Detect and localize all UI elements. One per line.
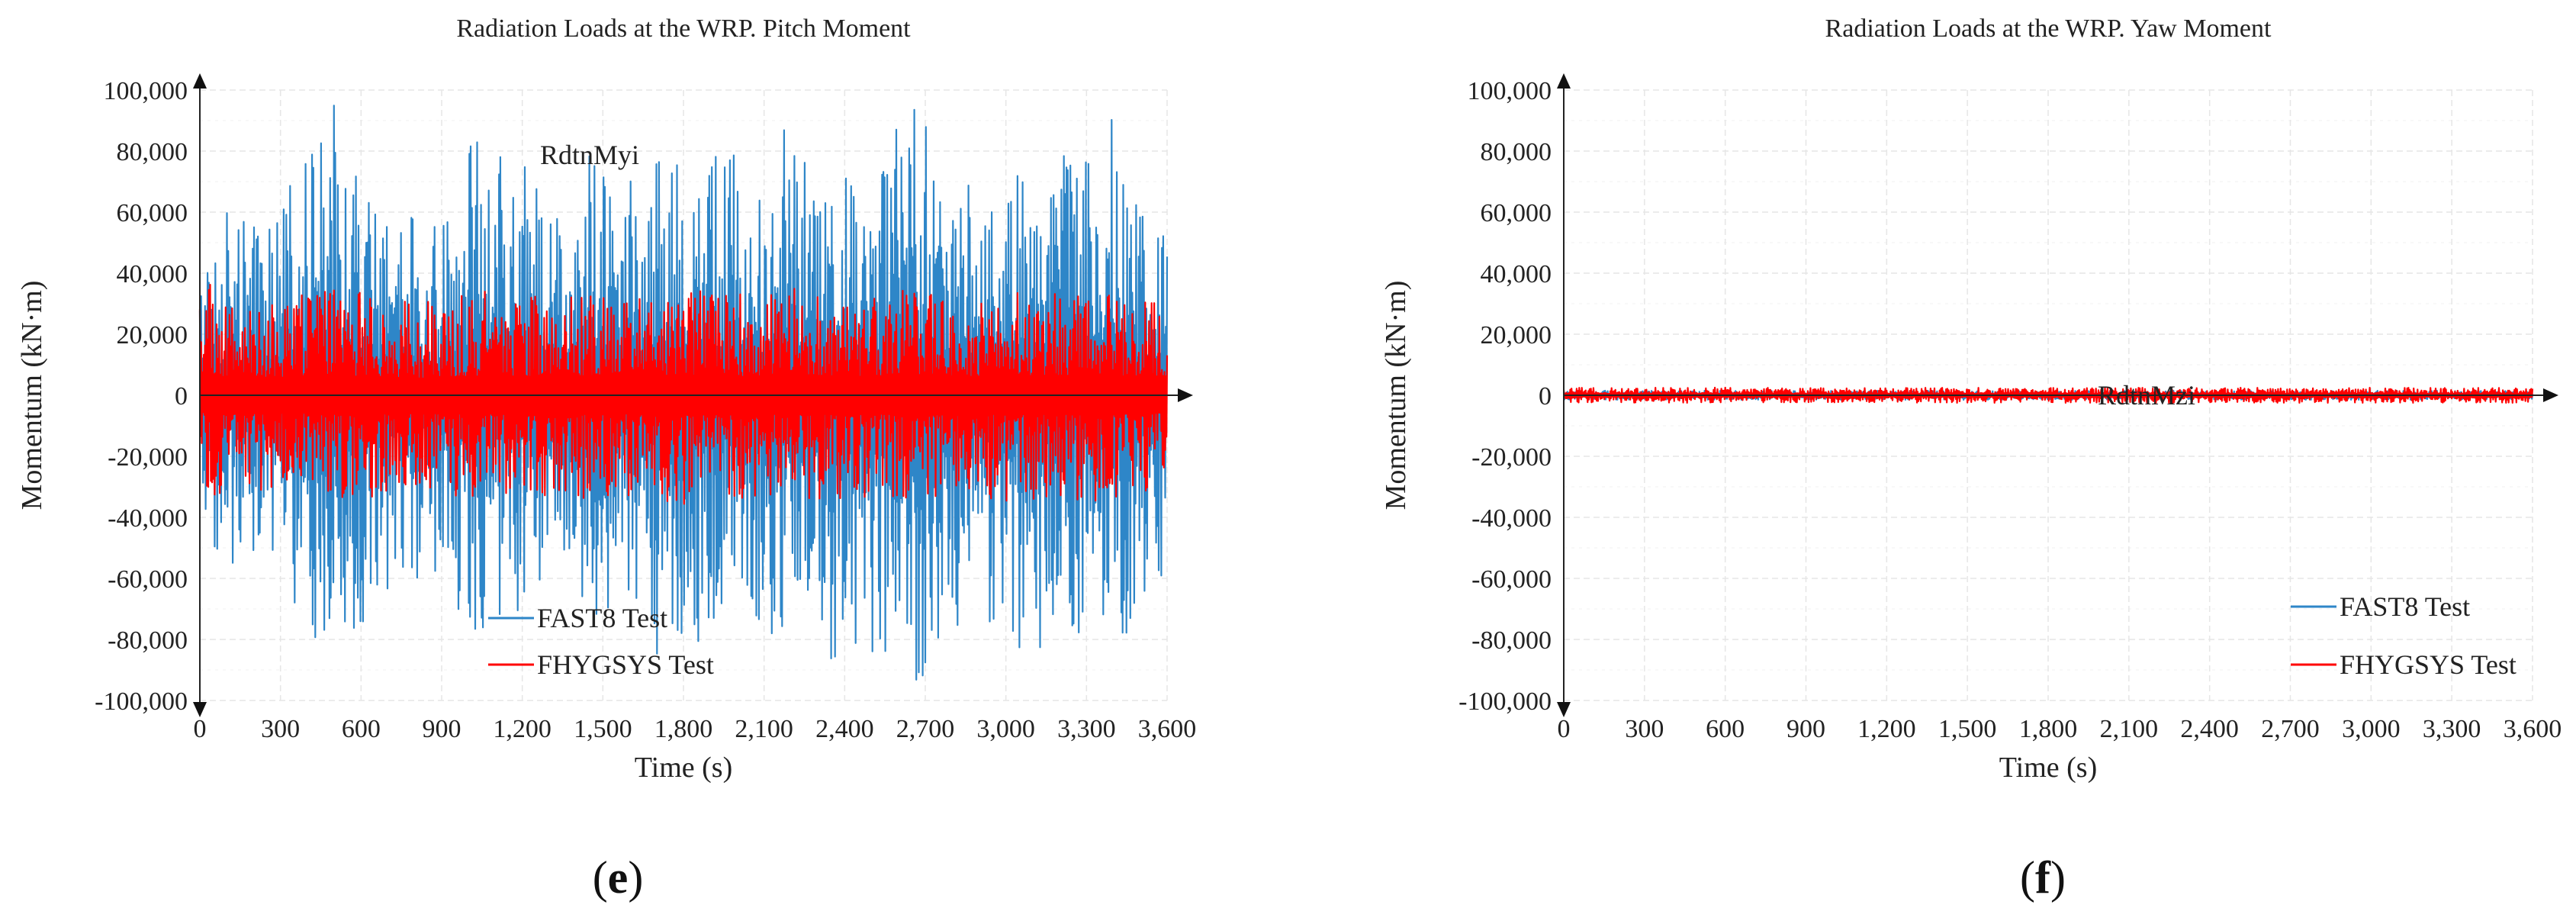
y-tick-label: 0 [175,382,188,411]
legend-label: FHYGSYS Test [537,649,714,680]
x-tick-label: 1,800 [654,715,713,743]
x-tick-label: 1,800 [2019,715,2078,743]
legend: FAST8 Test FHYGSYS Test [2291,591,2517,680]
series-annotation: RdtnMyi [540,140,639,170]
axes [193,73,1193,717]
x-tick-label: 300 [261,715,300,743]
x-axis-label: Time (s) [1999,752,2097,784]
x-tick-label: 1,500 [1938,715,1997,743]
panel-caption: (f) [2020,852,2066,903]
x-tick-label: 2,400 [2180,715,2239,743]
y-tick-label: 20,000 [117,321,188,349]
y-tick-label: -20,000 [108,443,188,472]
legend-label: FAST8 Test [2340,591,2470,622]
x-tick-label: 600 [342,715,381,743]
chart-panel-pitch: Radiation Loads at the WRP. Pitch Moment… [16,14,1196,903]
series-line-fhygsys-test [1562,386,2534,404]
x-tick-label: 3,600 [2504,715,2562,743]
x-tick-label: 600 [1706,715,1745,743]
x-axis-label: Time (s) [635,752,732,784]
y-axis-label: Momentum (kN·m) [1380,281,1412,510]
x-tick-label: 2,700 [896,715,955,743]
x-tick-label: 900 [423,715,461,743]
x-axis-arrow-right [1178,388,1193,402]
chart-title: Radiation Loads at the WRP. Yaw Moment [1825,14,2272,43]
y-tick-label: 60,000 [117,199,188,227]
x-tick-label: 3,000 [976,715,1035,743]
x-tick-label: 0 [194,715,207,743]
x-tick-label: 1,200 [493,715,552,743]
y-tick-label: 100,000 [104,77,188,105]
y-tick-label: 60,000 [1481,199,1552,227]
x-tick-label: 3,000 [2342,715,2401,743]
y-axis-arrow-up [193,73,207,89]
chart-panel-yaw: Radiation Loads at the WRP. Yaw Moment 10… [1380,14,2562,903]
y-tick-label: 20,000 [1481,321,1552,349]
y-axis-label: Momentum (kN·m) [16,281,48,510]
x-tick-label: 3,600 [1138,715,1197,743]
x-tick-label: 0 [1558,715,1571,743]
y-tick-label: 80,000 [1481,138,1552,166]
series-line-fhygsys-test [198,284,1169,505]
y-tick-label: -100,000 [1458,688,1552,716]
y-tick-label: -40,000 [1471,504,1552,533]
y-tick-label: -80,000 [1471,626,1552,655]
x-tick-label: 2,100 [735,715,793,743]
legend-label: FHYGSYS Test [2340,649,2517,680]
y-tick-label: -20,000 [1471,443,1552,472]
x-tick-label: 2,700 [2261,715,2320,743]
y-axis-arrow-up [1557,73,1571,89]
x-tick-label: 2,400 [815,715,874,743]
y-tick-label: 100,000 [1468,77,1552,105]
x-tick-label: 3,300 [1057,715,1116,743]
y-tick-label: -60,000 [1471,565,1552,594]
x-tick-label: 300 [1625,715,1664,743]
x-tick-label: 2,100 [2100,715,2159,743]
y-tick-label: -40,000 [108,504,188,533]
axes [1557,73,2558,717]
y-tick-label: -60,000 [108,565,188,594]
chart-title: Radiation Loads at the WRP. Pitch Moment [456,14,911,43]
x-axis-arrow-right [2543,388,2558,402]
x-tick-label: 900 [1786,715,1825,743]
legend: FAST8 Test FHYGSYS Test [488,603,714,680]
x-tick-label: 3,300 [2423,715,2481,743]
x-tick-label: 1,200 [1857,715,1916,743]
y-tick-label: 40,000 [117,260,188,288]
y-tick-label: -80,000 [108,626,188,655]
legend-label: FAST8 Test [537,603,667,633]
x-tick-label: 1,500 [574,715,632,743]
series-annotation: RdtnMzi [2098,380,2195,411]
y-tick-label: 0 [1539,382,1552,411]
y-tick-label: 40,000 [1481,260,1552,288]
y-axis-arrow-down [193,702,207,717]
y-tick-label: -100,000 [95,688,188,716]
y-axis-arrow-down [1557,702,1571,717]
y-tick-label: 80,000 [117,138,188,166]
panel-caption: (e) [593,852,644,903]
